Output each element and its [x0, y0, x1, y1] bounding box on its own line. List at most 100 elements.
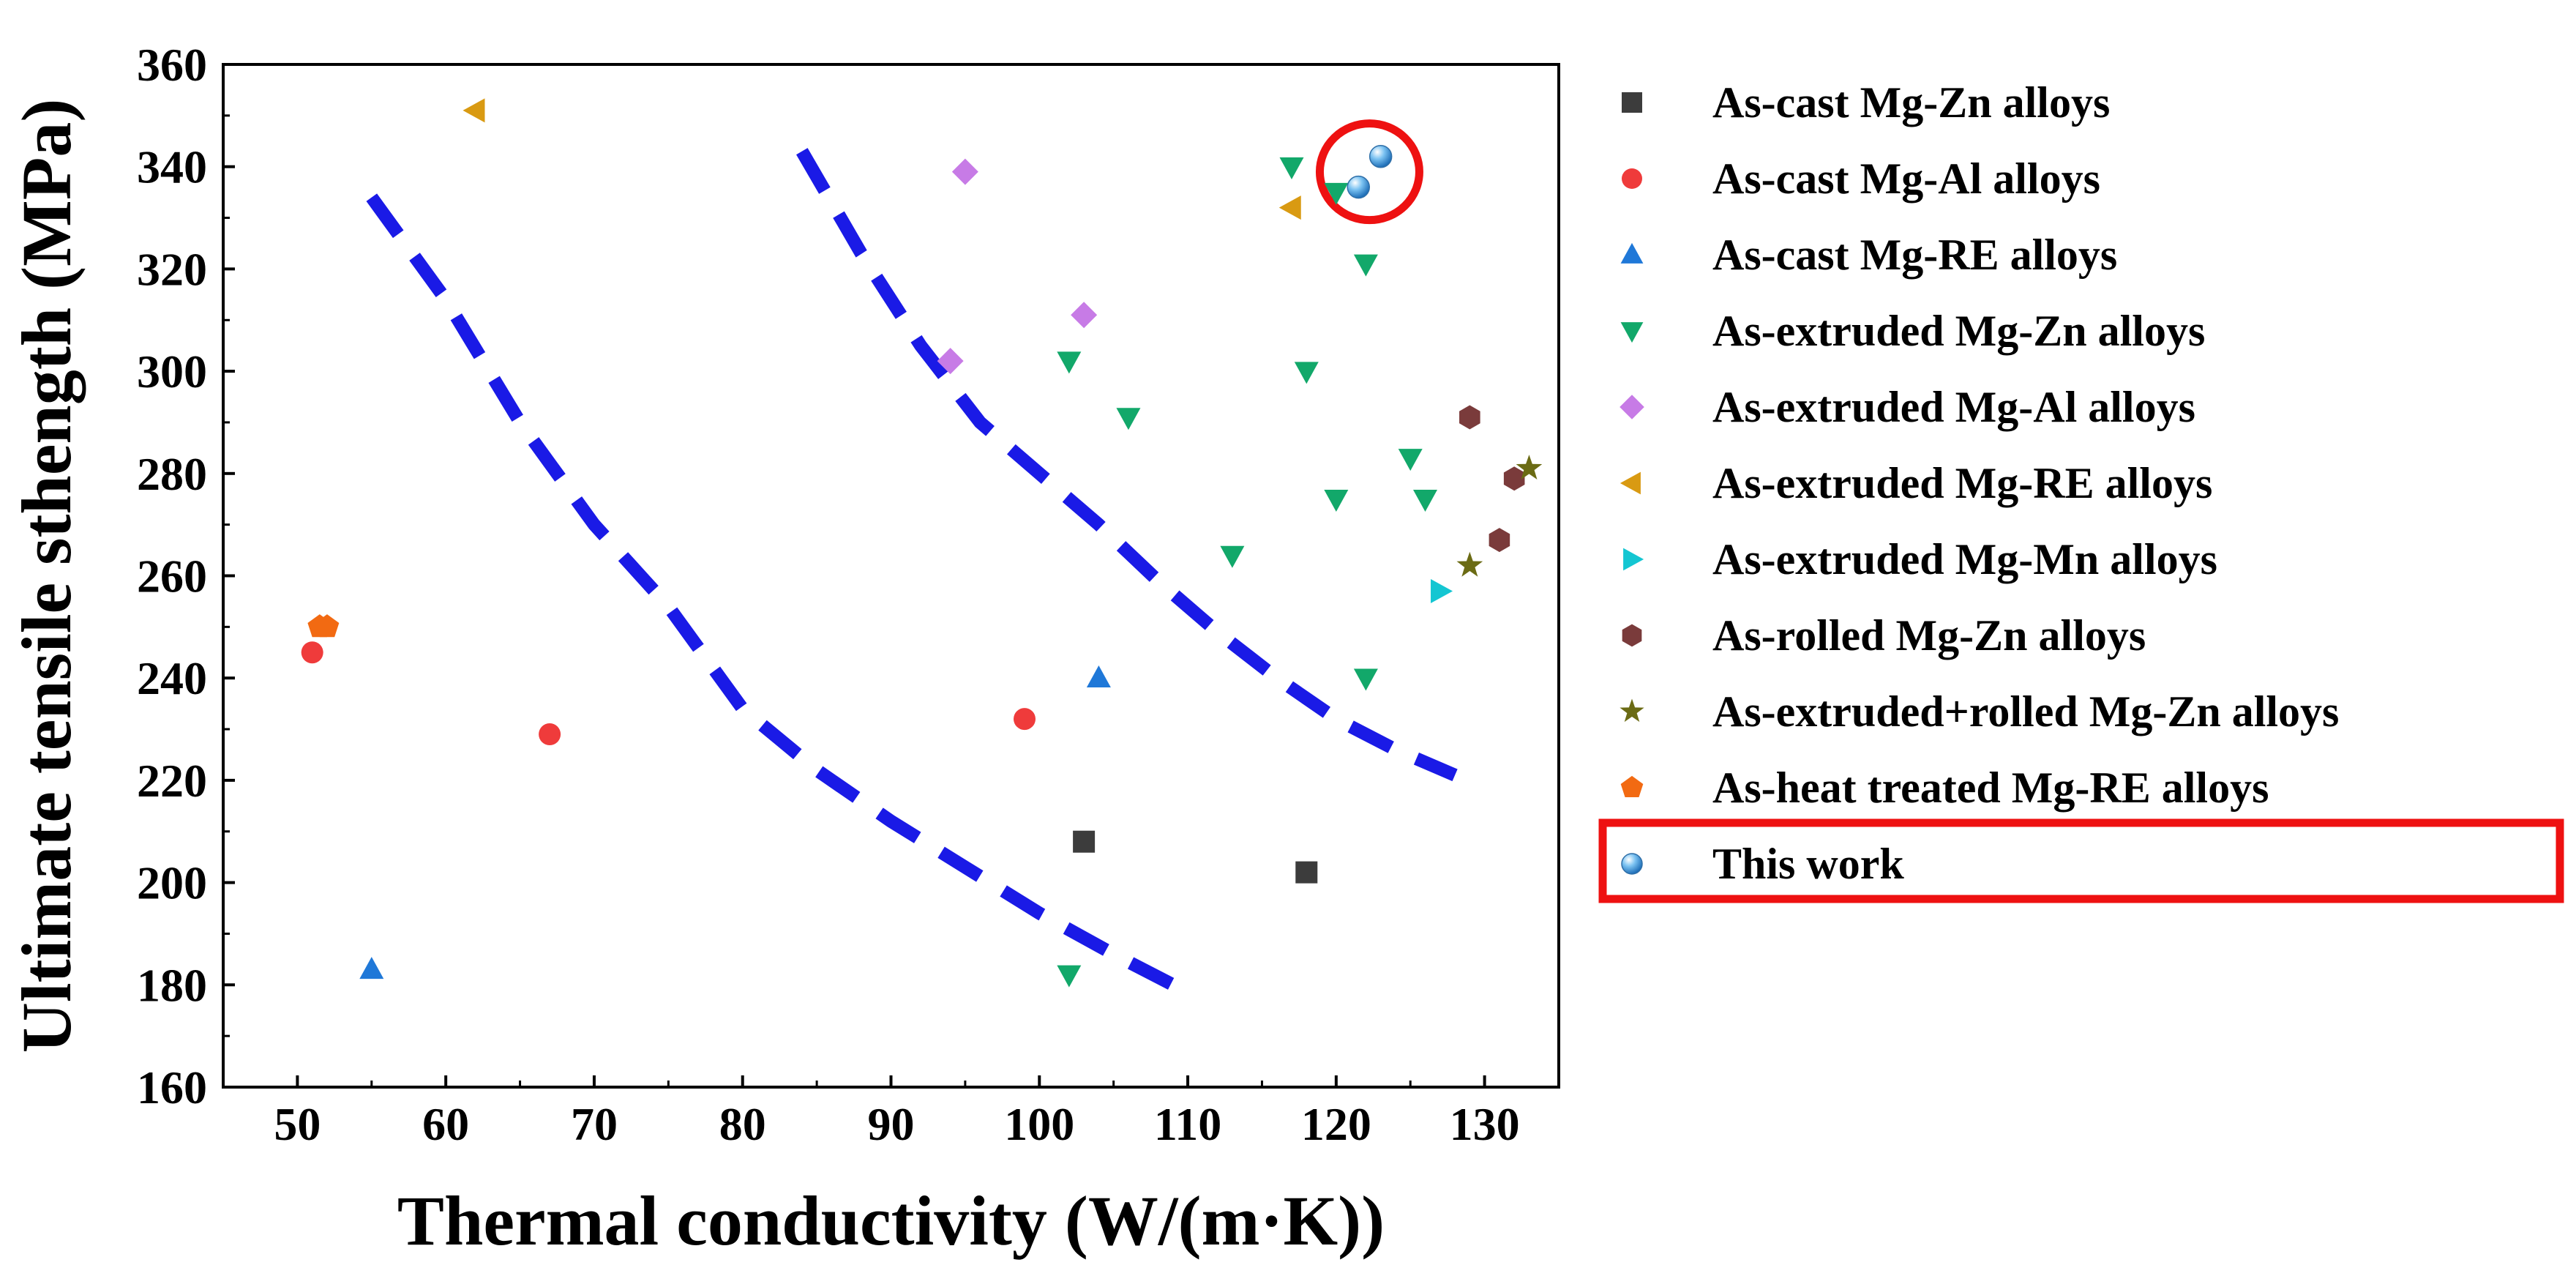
data-point	[1368, 144, 1393, 168]
legend-label: As-extruded Mg-Al alloys	[1712, 383, 2195, 431]
legend-item: As-cast Mg-Zn alloys	[1622, 78, 2110, 127]
x-tick-label: 60	[422, 1098, 469, 1150]
y-tick-label: 360	[137, 39, 207, 91]
data-point	[1324, 182, 1349, 205]
legend-marker	[1622, 624, 1642, 647]
trend-curve	[366, 193, 1176, 991]
legend-item: This work	[1598, 818, 2564, 903]
data-point	[1503, 466, 1525, 491]
y-tick-label: 280	[137, 448, 207, 500]
x-tick-label: 130	[1450, 1098, 1520, 1150]
data-point	[1294, 362, 1319, 384]
y-axis-ticks: 160 180 200 220 240 260 280 300 320 340 360	[137, 39, 235, 1113]
data-point	[1456, 551, 1483, 577]
legend-marker	[1623, 548, 1644, 571]
legend-item: As-rolled Mg-Zn alloys	[1622, 611, 2146, 660]
x-tick-label: 120	[1301, 1098, 1371, 1150]
x-axis-title: Thermal conductivity (W/(m·K))	[397, 1182, 1385, 1260]
legend-label: As-rolled Mg-Zn alloys	[1712, 611, 2146, 660]
y-tick-label: 300	[137, 346, 207, 398]
data-point	[1353, 254, 1378, 277]
highlight-layer	[1315, 119, 1423, 225]
data-point	[1057, 351, 1082, 374]
data-point	[1073, 830, 1096, 853]
x-tick-label: 110	[1154, 1098, 1221, 1150]
data-point	[307, 614, 332, 638]
y-tick-label: 220	[137, 755, 207, 807]
data-point	[359, 957, 384, 979]
legend-item: As-extruded Mg-RE alloys	[1620, 459, 2212, 507]
legend-label: As-heat treated Mg-RE alloys	[1712, 764, 2269, 812]
data-point	[1279, 157, 1304, 179]
data-point	[1220, 545, 1245, 568]
legend-item: As-heat treated Mg-RE alloys	[1620, 764, 2269, 812]
legend-label: As-cast Mg-Al alloys	[1712, 154, 2100, 203]
legend-marker	[1620, 698, 1644, 723]
x-tick-label: 100	[1004, 1098, 1074, 1150]
legend-marker	[1620, 775, 1644, 798]
legend-item: As-extruded Mg-Zn alloys	[1620, 307, 2205, 355]
data-point	[1459, 405, 1480, 430]
legend-marker	[1622, 92, 1642, 113]
x-tick-label: 90	[868, 1098, 915, 1150]
legend-label: As-extruded Mg-Mn alloys	[1712, 535, 2217, 583]
y-tick-label: 320	[137, 243, 207, 295]
y-tick-label: 340	[137, 141, 207, 193]
data-point	[1347, 175, 1370, 199]
legend-item: As-extruded Mg-Al alloys	[1620, 383, 2195, 431]
y-tick-label: 160	[137, 1061, 207, 1113]
legend-label: This work	[1712, 840, 1904, 888]
legend-marker	[1620, 242, 1644, 264]
data-point	[1014, 708, 1036, 731]
data-point	[539, 723, 561, 746]
data-point	[1353, 668, 1378, 691]
legend-item: As-cast Mg-RE alloys	[1620, 231, 2117, 279]
legend-label: As-extruded+rolled Mg-Zn alloys	[1712, 687, 2339, 736]
highlight-ellipse	[1315, 119, 1423, 225]
axes: 50 60 70 80 90 100 110 120 130 160 180 200 220 240 26…	[7, 39, 1560, 1260]
legend-label: As-cast Mg-RE alloys	[1712, 231, 2117, 279]
x-tick-label: 70	[571, 1098, 618, 1150]
data-point	[1057, 965, 1082, 988]
legend-item: As-cast Mg-Al alloys	[1622, 154, 2100, 203]
data-point	[1516, 455, 1543, 479]
legend-item: As-extruded Mg-Mn alloys	[1623, 535, 2217, 583]
legend-item: As-extruded+rolled Mg-Zn alloys	[1620, 687, 2339, 736]
legend-label: As-cast Mg-Zn alloys	[1712, 78, 2110, 127]
data-point	[1071, 302, 1098, 329]
data-point	[463, 98, 485, 123]
data-point	[1278, 195, 1301, 220]
x-tick-label: 50	[274, 1098, 321, 1150]
legend-label: As-extruded Mg-RE alloys	[1712, 459, 2212, 507]
x-axis-ticks: 50 60 70 80 90 100 110 120 130	[222, 1075, 1560, 1150]
trend-curve	[796, 148, 1458, 782]
data-point	[951, 158, 978, 185]
data-point	[1086, 665, 1111, 687]
data-point	[1431, 578, 1453, 603]
y-tick-label: 260	[137, 551, 207, 602]
legend: As-cast Mg-Zn alloys As-cast Mg-Al alloys…	[1598, 78, 2564, 903]
legend-marker	[1620, 471, 1641, 495]
y-tick-label: 200	[137, 857, 207, 909]
legend-highlight-box	[1598, 818, 2564, 903]
data-point	[301, 641, 323, 664]
legend-marker	[1621, 853, 1643, 875]
data-point	[937, 348, 964, 375]
legend-marker	[1620, 395, 1644, 419]
x-tick-label: 80	[719, 1098, 766, 1150]
data-point	[1295, 861, 1318, 884]
data-point	[1324, 489, 1349, 512]
legend-marker	[1622, 168, 1642, 189]
data-points	[301, 98, 1543, 988]
y-axis-title: Ultimate tensile sthength (MPa)	[7, 99, 86, 1053]
data-point	[1489, 528, 1510, 553]
trend-curves	[366, 148, 1458, 991]
y-tick-label: 180	[137, 959, 207, 1011]
data-point	[1413, 489, 1437, 512]
y-tick-label: 240	[137, 652, 207, 704]
data-point	[1116, 408, 1141, 430]
legend-marker	[1620, 322, 1644, 343]
data-point	[1398, 449, 1423, 471]
legend-label: As-extruded Mg-Zn alloys	[1712, 307, 2205, 355]
